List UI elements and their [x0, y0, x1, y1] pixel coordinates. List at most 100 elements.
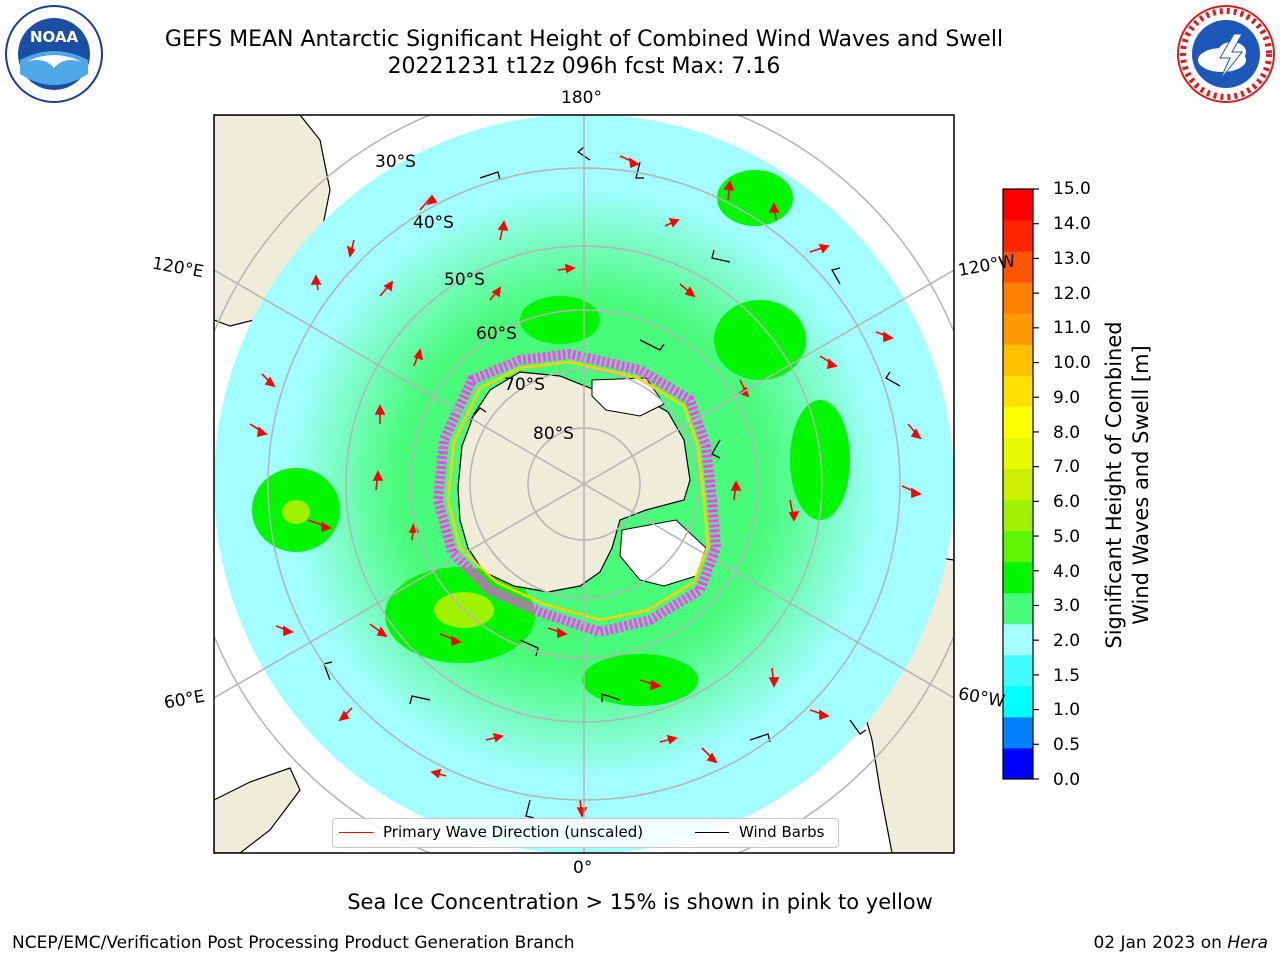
wave-arrow [768, 202, 780, 221]
wave-arrow [497, 220, 509, 241]
map-content [214, 115, 954, 853]
legend-swatch-wind-barbs [695, 832, 729, 833]
colorbar-segment [1003, 189, 1033, 221]
colorbar-tick-label: 14.0 [1053, 214, 1091, 234]
wave-arrow [374, 404, 386, 424]
map-frame [213, 114, 955, 854]
colorbar-tick-label: 1.0 [1053, 700, 1081, 720]
colorbar-label-line1: Significant Height of Combined [1102, 321, 1126, 649]
colorbar-segment [1003, 375, 1033, 407]
meridian-120e-60w [214, 269, 954, 699]
colorbar-tick-label: 6.0 [1053, 492, 1081, 512]
sea-ice-note: Sea Ice Concentration > 15% is shown in … [347, 890, 933, 914]
wave-arrow [907, 423, 922, 440]
wave-arrow [664, 218, 680, 228]
colorbar-tick-label: 12.0 [1053, 284, 1091, 304]
wave-arrow [346, 239, 356, 259]
wind-barb [409, 695, 431, 705]
colorbar-segment [1003, 623, 1033, 656]
colorbar-label-line2: Wind Waves and Swell [m] [1129, 345, 1153, 625]
wave-arrow [485, 732, 504, 743]
lon-label-180: 180° [561, 88, 602, 108]
wave-arrow [768, 667, 780, 688]
footer-host: Hera [1227, 933, 1268, 953]
chart-subtitle: 20221231 t12z 096h fcst Max: 7.16 [387, 54, 781, 79]
colorbar-tick-label: 10.0 [1053, 353, 1091, 373]
wave-zone [714, 300, 806, 380]
wind-barb [469, 407, 487, 421]
colorbar-frame [1002, 188, 1034, 780]
colorbar-tick-label: 0.0 [1053, 770, 1081, 790]
colorbar-tick-label: 4.0 [1053, 562, 1081, 582]
colorbar-segment [1003, 499, 1033, 532]
wind-barb [639, 339, 665, 351]
colorbar-label: Significant Height of Combined Wind Wave… [1101, 275, 1155, 695]
colorbar-tick-label: 11.0 [1053, 318, 1091, 338]
wave-arrow [369, 623, 388, 638]
wave-arrow [730, 480, 742, 501]
colorbar-tick-label: 3.0 [1053, 596, 1081, 616]
legend-label-wind-barbs: Wind Barbs [739, 823, 825, 841]
wave-arrow [723, 180, 735, 201]
colorbar-tick-label: 13.0 [1053, 249, 1091, 269]
wave-arrow [659, 734, 678, 745]
wave-zone [790, 400, 850, 520]
wave-arrow [430, 768, 447, 779]
colorbar [1002, 188, 1039, 780]
noaa-logo: NOAA [5, 5, 103, 103]
colorbar-segment [1003, 654, 1033, 687]
footer-date: 02 Jan 2023 on Hera [1093, 933, 1268, 953]
footer-credit: NCEP/EMC/Verification Post Processing Pr… [12, 933, 575, 953]
sea-ice-band [432, 348, 722, 638]
wave-arrow [809, 244, 830, 254]
colorbar-segment [1003, 468, 1033, 501]
colorbar-tick-label: 5.0 [1053, 527, 1081, 547]
wave-arrow [275, 625, 294, 637]
lat-label-50s: 50°S [444, 270, 485, 290]
wave-arrow [249, 423, 268, 438]
wave-arrow [379, 280, 393, 297]
lat-label-70s: 70°S [504, 375, 545, 395]
wave-arrow [338, 707, 353, 722]
lat-label-30s: 30°S [375, 152, 416, 172]
sea-ice-edge [446, 360, 710, 622]
wave-arrow [419, 194, 438, 211]
colorbar-tick-label: 7.0 [1053, 457, 1081, 477]
wave-arrow [901, 485, 922, 499]
wave-arrow [413, 348, 424, 367]
colorbar-segment [1003, 592, 1033, 625]
colorbar-segment [1003, 313, 1033, 345]
colorbar-segment [1003, 685, 1033, 718]
wave-arrow [619, 155, 640, 169]
chart-title: GEFS MEAN Antarctic Significant Height o… [164, 27, 1004, 52]
colorbar-segment [1003, 220, 1033, 252]
africa-landmass [214, 767, 301, 853]
wind-barb [849, 719, 867, 735]
colorbar-tick-label: 9.0 [1053, 388, 1081, 408]
legend-swatch-wave-direction [339, 832, 373, 833]
wave-arrow [372, 470, 384, 491]
lat-label-60s: 60°S [476, 324, 517, 344]
wave-peak [282, 500, 310, 524]
colorbar-tick-label: 8.0 [1053, 423, 1081, 443]
colorbar-segment [1003, 251, 1033, 283]
wind-barb [519, 639, 539, 657]
wind-barb [479, 171, 501, 181]
wave-arrow [788, 499, 800, 522]
nws-logo [1177, 5, 1275, 103]
lon-label-0: 0° [573, 858, 593, 878]
wind-barb [635, 161, 644, 179]
colorbar-segment [1003, 437, 1033, 469]
colorbar-tick-label: 1.5 [1053, 666, 1081, 686]
footer-date-text: 02 Jan 2023 on [1093, 933, 1228, 953]
lat-label-80s: 80°S [533, 424, 574, 444]
graticule [214, 115, 954, 853]
wind-barb [525, 799, 535, 819]
legend-label-wave-direction: Primary Wave Direction (unscaled) [383, 823, 644, 841]
wave-arrow [439, 633, 462, 647]
map-legend: Primary Wave Direction (unscaled) Wind B… [332, 818, 839, 848]
wave-arrow [547, 627, 568, 639]
wave-arrow [875, 331, 894, 343]
colorbar-segment [1003, 747, 1033, 780]
